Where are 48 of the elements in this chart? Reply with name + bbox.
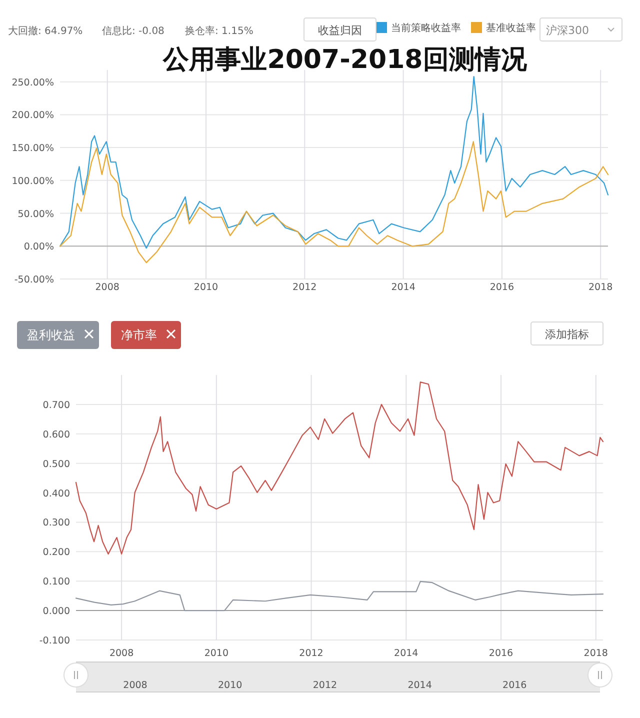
x-tick-label: 2016 (488, 648, 514, 659)
y-tick-label: 0.000 (42, 606, 70, 618)
x-tick-label: 2016 (490, 282, 514, 293)
x-tick-label: 2010 (194, 282, 218, 293)
text: 信息比: -0.08 (102, 25, 164, 37)
text: 大回撤: 64.97% (8, 25, 83, 37)
x-tick-label: 2018 (588, 282, 613, 293)
x-tick-label: 2012 (292, 282, 317, 293)
x-tick-label: 2010 (204, 648, 228, 659)
x-tick-label: 2008 (109, 648, 134, 659)
x-tick-label: 2012 (299, 648, 324, 659)
y-tick-label: 250.00% (12, 77, 54, 88)
y-tick-label: 0.400 (42, 488, 70, 500)
line-series (59, 76, 609, 249)
y-tick-label: 0.200 (42, 547, 70, 558)
text: 换仓率: 1.15% (185, 25, 254, 37)
x-tick-label: 2014 (394, 648, 418, 659)
text: 净市率 (121, 328, 157, 342)
y-tick-label: 0.500 (42, 458, 70, 470)
text: 盈利收益 (27, 328, 75, 342)
y-tick-label: 100.00% (12, 176, 54, 187)
line-series (59, 141, 609, 264)
y-tick-label: -50.00% (14, 274, 54, 286)
legend-label: 当前策略收益率 (391, 22, 461, 34)
x2-tick-label: 2008 (123, 680, 148, 691)
y-tick-label: 0.300 (42, 518, 70, 529)
x2-tick-label: 2014 (408, 680, 432, 691)
text: 收益归因 (318, 24, 362, 37)
y-tick-label: 0.700 (42, 400, 70, 411)
y-tick-label: 0.100 (42, 576, 70, 588)
chart-title: 公用事业2007-2018回测情况 (162, 45, 528, 75)
y-tick-label: 0.600 (42, 429, 70, 440)
y-tick-label: -0.100 (39, 636, 70, 646)
line-series (75, 580, 604, 612)
x-tick-label: 2018 (584, 648, 608, 659)
y-tick-label: 0.00% (24, 242, 54, 253)
text: 沪深300 (546, 24, 589, 37)
y-tick-label: 200.00% (12, 110, 54, 122)
x2-tick-label: 2010 (218, 680, 242, 691)
y-tick-label: 150.00% (12, 143, 54, 154)
text: 添加指标 (545, 328, 589, 341)
x-tick-label: 2014 (391, 282, 416, 293)
x-tick-label: 2008 (95, 282, 120, 293)
legend-label: 基准收益率 (486, 22, 536, 34)
y-tick-label: 50.00% (18, 208, 54, 220)
x2-tick-label: 2016 (502, 680, 527, 691)
line-series (75, 382, 604, 555)
x2-tick-label: 2012 (312, 680, 338, 691)
